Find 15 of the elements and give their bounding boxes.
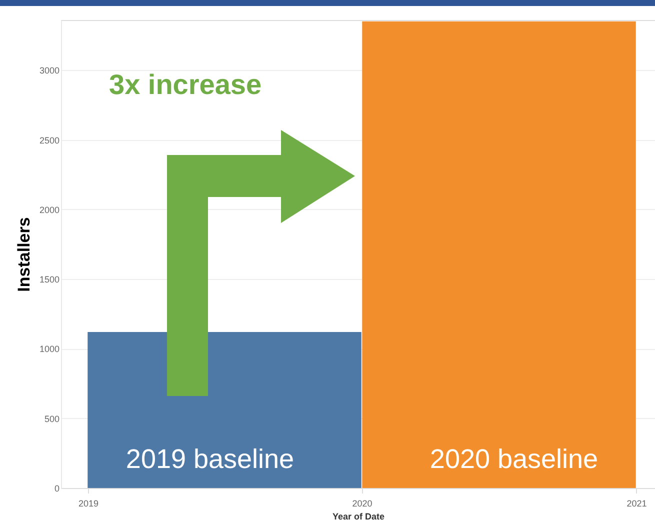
y-tick-label: 1500	[39, 274, 60, 285]
x-axis-title: Year of Date	[332, 512, 385, 522]
y-tick-label: 2000	[39, 204, 60, 215]
annotation: 3x increase	[109, 69, 262, 100]
y-tick-label: 1000	[39, 344, 60, 354]
y-axis-title: Installers	[14, 217, 34, 292]
y-tick-label: 2500	[39, 135, 60, 146]
x-tick-label: 2021	[626, 498, 647, 508]
x-tick-label: 2019	[78, 498, 99, 508]
annotation: 2020 baseline	[430, 444, 598, 474]
y-tick-label: 3000	[39, 66, 60, 76]
y-tick-label: 0	[54, 484, 60, 494]
annotation: 2019 baseline	[126, 444, 294, 474]
y-tick-label: 500	[44, 414, 60, 424]
x-tick-label: 2020	[352, 498, 372, 508]
